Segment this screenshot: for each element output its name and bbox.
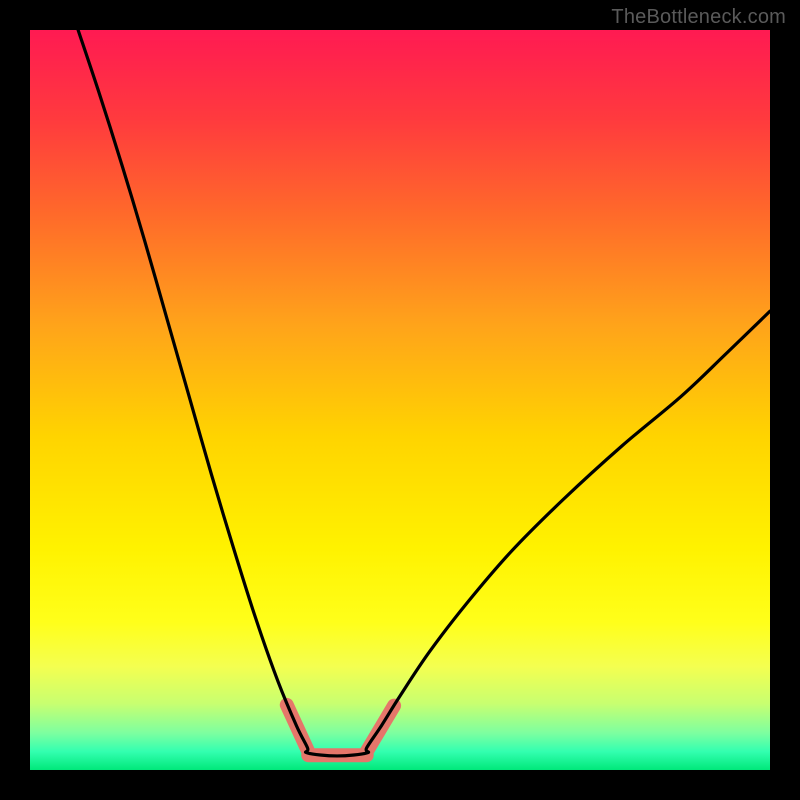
curve-layer bbox=[30, 30, 770, 770]
bottleneck-curve bbox=[78, 30, 770, 756]
plot-area bbox=[30, 30, 770, 770]
watermark-text: TheBottleneck.com bbox=[611, 6, 786, 29]
